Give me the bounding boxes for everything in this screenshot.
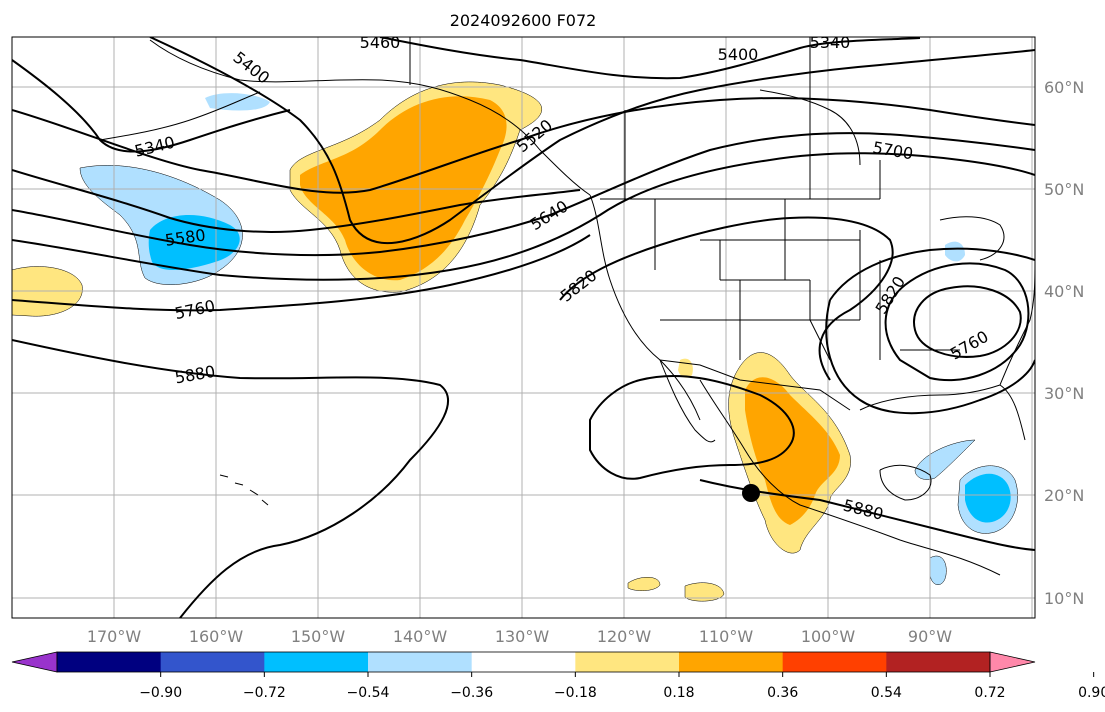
- contour-5820-big: [12, 339, 450, 618]
- negative-region-caribbean-inner: [965, 473, 1011, 523]
- contour-5820-coast: [559, 216, 894, 381]
- colorbar-segment: [57, 652, 162, 672]
- alaska-peninsula: [99, 91, 261, 141]
- negative-region-great-lakes: [945, 241, 965, 262]
- contour-east-big: [825, 247, 1035, 415]
- contour-5460-north: [379, 37, 921, 80]
- lon-label-170w: 170°W: [87, 627, 142, 646]
- contour-5880-mexico: [589, 375, 795, 480]
- lat-label-20n: 20°N: [1044, 486, 1084, 505]
- lat-label-40n: 40°N: [1044, 282, 1084, 301]
- map-frame: [11, 36, 1036, 619]
- gulf-coast: [859, 384, 1026, 441]
- colorbar-extend-low: [11, 651, 58, 673]
- lon-label-160w: 160°W: [189, 627, 244, 646]
- colorbar-tick-label: 0.90: [1078, 685, 1105, 701]
- lon-label-130w: 130°W: [495, 627, 550, 646]
- contour-5580: [12, 169, 581, 233]
- lon-label-90w: 90°W: [908, 627, 952, 646]
- contour-low-east-inner: [913, 285, 1022, 358]
- west-coast-us: [589, 194, 701, 421]
- map-title: 2024092600 F072: [450, 11, 597, 30]
- colorbar-tick-label: −0.72: [243, 685, 286, 701]
- positive-region-pacific-small-1: [627, 577, 661, 591]
- positive-region-pacific-small-2: [684, 582, 725, 602]
- canada-province-lines: [409, 37, 881, 199]
- great-lakes: [939, 216, 1005, 261]
- colorbar-tick-label: 0.54: [871, 685, 902, 701]
- us-mexico-border: [659, 359, 851, 411]
- colorbar-tick-label: 0.72: [974, 685, 1005, 701]
- height-contours: [12, 37, 1035, 618]
- colorbar-tick-label: −0.54: [347, 685, 390, 701]
- mexico-west-coast: [699, 379, 1001, 576]
- colorbar-segment: [782, 652, 887, 672]
- colorbar-segment: [368, 652, 473, 672]
- positive-region-gulf-alaska-inner: [300, 96, 507, 281]
- colorbar-frame: [56, 651, 991, 673]
- colorbar-segment: [264, 652, 369, 672]
- contour-5700: [12, 152, 1035, 281]
- location-marker: [742, 484, 760, 502]
- contour-label-5400-north: 5400: [718, 45, 759, 64]
- contour-5640: [12, 132, 1035, 257]
- lat-label-30n: 30°N: [1044, 384, 1084, 403]
- lat-label-60n: 60°N: [1044, 78, 1084, 97]
- lat-label-10n: 10°N: [1044, 589, 1084, 608]
- colorbar-segment: [160, 652, 265, 672]
- colorbar-segment: [575, 652, 680, 672]
- colorbar-tick-label: −0.36: [450, 685, 493, 701]
- hawaii: [219, 474, 269, 506]
- negative-region-central-america: [929, 555, 947, 585]
- lat-label-50n: 50°N: [1044, 180, 1084, 199]
- contour-label-5460: 5460: [360, 33, 401, 52]
- colorbar: −0.90 −0.72 −0.54 −0.36 −0.18 0.18 0.36 0.54 0.7…: [11, 651, 1105, 701]
- longitude-labels: 170°W 160°W 150°W 140°W 130°W 120°W 110°…: [87, 627, 952, 646]
- colorbar-segment: [471, 652, 576, 672]
- contour-5760: [12, 234, 591, 312]
- baja-california: [659, 359, 716, 443]
- colorbar-tick-label: 0.18: [663, 685, 694, 701]
- positive-region-mexico-inner: [745, 377, 840, 525]
- colorbar-extend-high: [989, 651, 1036, 673]
- contour-5400-arc: [149, 37, 1035, 245]
- contour-5340-west: [12, 59, 291, 153]
- yucatan: [879, 464, 932, 501]
- lon-label-150w: 150°W: [291, 627, 346, 646]
- colorbar-tick-label: 0.36: [767, 685, 798, 701]
- contour-5520: [12, 97, 1035, 194]
- state-lines: [654, 199, 960, 361]
- lon-label-110w: 110°W: [699, 627, 754, 646]
- colorbar-tick-label: −0.18: [554, 685, 597, 701]
- lon-label-120w: 120°W: [597, 627, 652, 646]
- colorbar-tick-label: −0.90: [139, 685, 182, 701]
- colorbar-segment: [886, 652, 991, 672]
- canada-hudson: [759, 89, 861, 166]
- contour-low-east-outer: [884, 262, 1030, 382]
- lon-label-100w: 100°W: [801, 627, 856, 646]
- colorbar-segment: [679, 652, 784, 672]
- latitude-labels: 60°N 50°N 40°N 30°N 20°N 10°N: [1044, 78, 1084, 608]
- contour-label-5340-north: 5340: [810, 33, 851, 52]
- lon-label-140w: 140°W: [393, 627, 448, 646]
